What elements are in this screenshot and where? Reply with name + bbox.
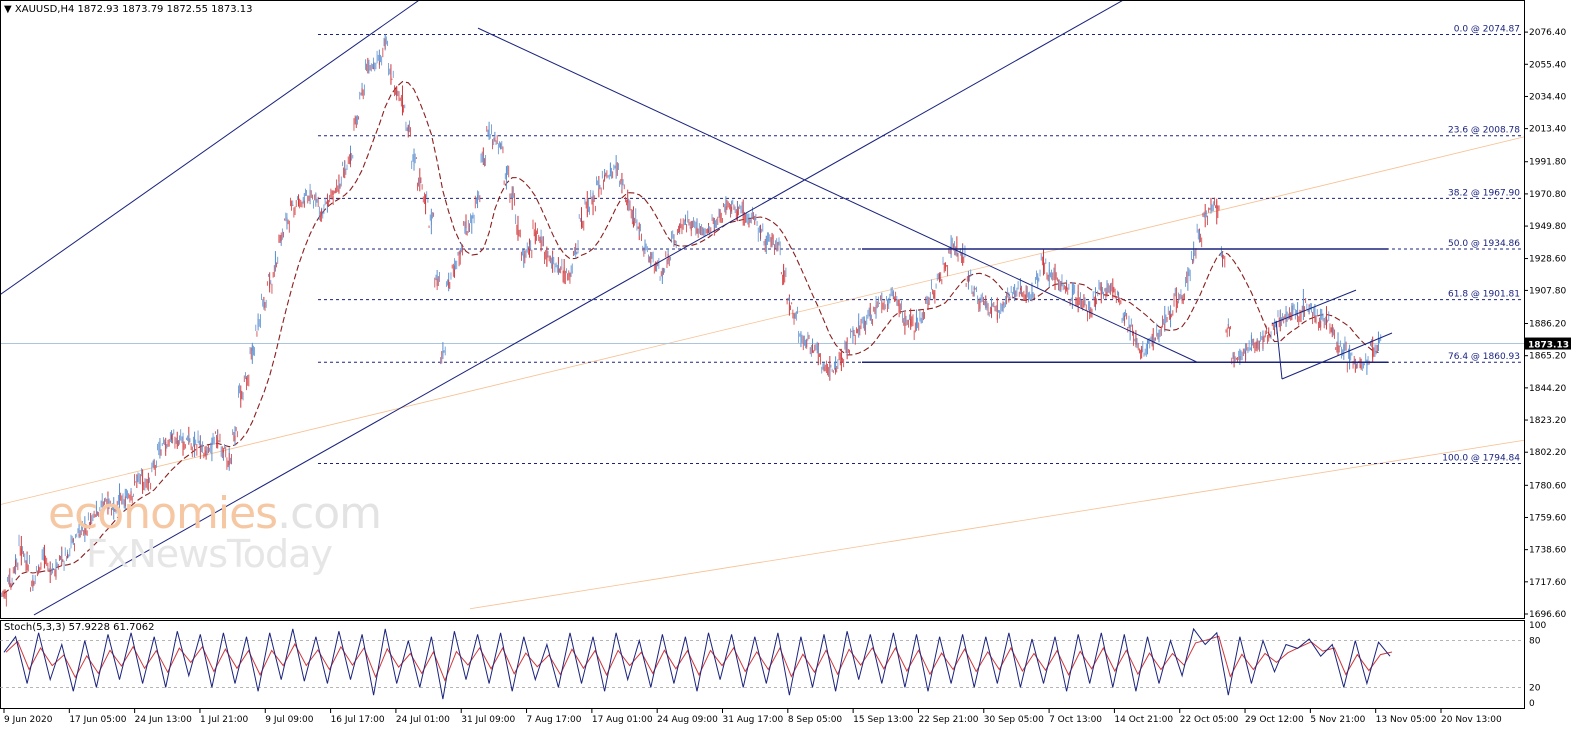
watermark-com-text: .com	[277, 488, 382, 539]
watermark-fxnewstoday: FxNewsToday	[86, 532, 333, 576]
ohlc-values: 1872.93 1873.79 1872.55 1873.13	[77, 4, 253, 15]
price-tick-label: 1802.20	[1529, 448, 1566, 458]
price-tick-label: 1928.60	[1529, 255, 1566, 265]
triangle-down-icon[interactable]: ▼	[4, 4, 12, 15]
time-tick-label: 31 Jul 09:00	[461, 715, 515, 725]
time-tick-label: 31 Aug 17:00	[723, 715, 784, 725]
stoch-scale-label: 0	[1529, 699, 1535, 709]
stoch-pane-frame	[0, 620, 1525, 709]
price-tick-label: 1949.80	[1529, 222, 1566, 232]
falling-resistance-line	[477, 27, 1198, 363]
fibonacci-levels: 0.0 @ 2074.87 23.6 @ 2008.78 38.2 @ 1967.9…	[318, 24, 1524, 464]
price-tick-label: 1823.20	[1529, 416, 1566, 426]
time-tick-label: 13 Nov 05:00	[1376, 715, 1437, 725]
flag-upper-line	[1271, 289, 1357, 325]
price-tick-label: 1780.60	[1529, 481, 1566, 491]
price-tick-label: 2034.40	[1529, 92, 1566, 102]
trend-lines	[0, 0, 1393, 616]
time-tick-label: 7 Oct 13:00	[1049, 715, 1102, 725]
fib-level-label: 76.4 @ 1860.93	[1448, 352, 1520, 362]
indicator-label: Stoch(5,3,3) 57.9228 61.7062	[4, 622, 155, 633]
time-tick-label: 24 Aug 09:00	[657, 715, 718, 725]
time-tick-label: 29 Oct 12:00	[1245, 715, 1304, 725]
time-tick-label: 17 Jun 05:00	[69, 715, 126, 725]
fib-level-label: 0.0 @ 2074.87	[1454, 24, 1520, 34]
rising-support-line	[33, 0, 1125, 616]
time-tick-label: 7 Aug 17:00	[527, 715, 582, 725]
price-tick-label: 1991.80	[1529, 158, 1566, 168]
stoch-scale-label: 100	[1529, 621, 1546, 631]
fib-level-label: 38.2 @ 1967.90	[1448, 188, 1520, 198]
price-tick-label: 2076.40	[1529, 28, 1566, 38]
price-tick-label: 1844.20	[1529, 384, 1566, 394]
time-tick-label: 1 Jul 21:00	[200, 715, 249, 725]
time-tick-label: 22 Sep 21:00	[918, 715, 978, 725]
price-tick-label: 1886.20	[1529, 320, 1566, 330]
orange-lower-line	[469, 439, 1525, 610]
fib-level-label: 61.8 @ 1901.81	[1448, 290, 1520, 300]
stoch-main-line	[3, 627, 1391, 700]
price-tick-label: 1865.20	[1529, 352, 1566, 362]
price-tick-label: 1696.60	[1529, 610, 1566, 620]
time-tick-label: 20 Nov 13:00	[1441, 715, 1502, 725]
chart-header: ▼ XAUUSD,H4 1872.93 1873.79 1872.55 1873…	[4, 4, 252, 15]
symbol-label: XAUUSD,H4	[14, 4, 75, 15]
fib-level-label: 23.6 @ 2008.78	[1448, 126, 1520, 136]
flag-left-line	[1275, 320, 1283, 380]
stoch-scale-label: 20	[1529, 683, 1541, 693]
stoch-signal-line	[5, 635, 1393, 682]
time-tick-label: 24 Jun 13:00	[135, 715, 192, 725]
time-tick-label: 30 Sep 05:00	[984, 715, 1044, 725]
price-tick-label: 1738.60	[1529, 546, 1566, 556]
stoch-scale-label: 80	[1529, 637, 1541, 647]
price-tick-label: 2055.40	[1529, 60, 1566, 70]
time-tick-label: 14 Oct 21:00	[1114, 715, 1173, 725]
price-tick-label: 1907.80	[1529, 286, 1566, 296]
current-price-label: 1873.13	[1528, 341, 1569, 351]
time-tick-label: 24 Jul 01:00	[396, 715, 450, 725]
time-tick-label: 16 Jul 17:00	[331, 715, 385, 725]
price-candles	[1, 34, 1382, 607]
price-tick-label: 2013.40	[1529, 125, 1566, 135]
time-tick-label: 17 Aug 01:00	[592, 715, 653, 725]
price-pane-frame	[0, 0, 1525, 619]
time-tick-label: 15 Sep 13:00	[853, 715, 913, 725]
time-tick-label: 22 Oct 05:00	[1180, 715, 1239, 725]
axes: 2076.40 2055.40 2034.40 2013.40 1991.80 1970.…	[0, 0, 1571, 725]
price-tick-label: 1717.60	[1529, 578, 1566, 588]
upper-channel-line	[0, 0, 421, 296]
current-price-badge	[1525, 337, 1571, 350]
time-tick-label: 9 Jun 2020	[4, 715, 53, 725]
stochastic-oscillator: 100 80 20 0	[0, 621, 1546, 709]
watermark-economies-text: economies	[48, 488, 278, 539]
time-tick-label: 5 Nov 21:00	[1310, 715, 1365, 725]
time-tick-label: 8 Sep 05:00	[788, 715, 843, 725]
fib-level-label: 100.0 @ 1794.84	[1442, 453, 1520, 463]
orange-upper-line	[0, 136, 1525, 505]
orange-trend-lines	[0, 136, 1525, 610]
fib-level-label: 50.0 @ 1934.86	[1448, 239, 1520, 249]
price-tick-label: 1970.80	[1529, 190, 1566, 200]
price-tick-label: 1759.60	[1529, 513, 1566, 523]
watermark-economies: economies.com	[48, 488, 382, 539]
time-tick-label: 9 Jul 09:00	[265, 715, 314, 725]
flag-lower-line	[1281, 332, 1393, 380]
